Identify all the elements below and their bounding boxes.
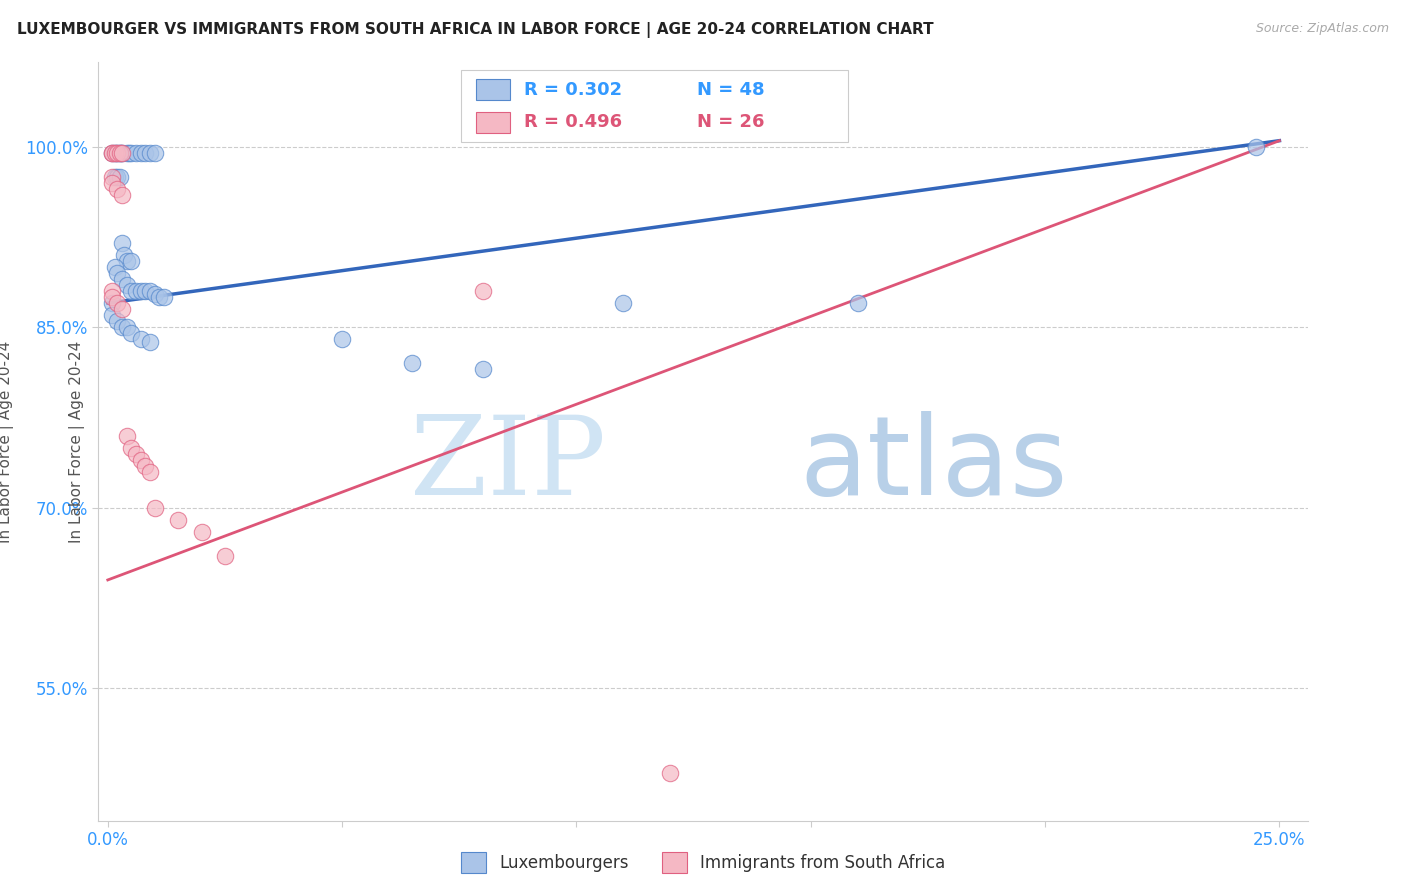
Point	[105, 182, 128, 196]
Point	[120, 326, 142, 341]
Text: ZIP: ZIP	[411, 411, 606, 517]
Point	[167, 513, 190, 527]
Point	[101, 308, 124, 322]
Point	[105, 266, 128, 280]
Point	[111, 302, 134, 317]
Point	[115, 428, 138, 442]
Point	[104, 260, 127, 274]
Point	[104, 169, 127, 184]
Point	[100, 284, 122, 298]
Point	[111, 320, 134, 334]
Point	[115, 254, 138, 268]
Point	[120, 145, 142, 160]
Point	[111, 145, 134, 160]
Point	[111, 187, 134, 202]
Point	[120, 254, 142, 268]
Point	[107, 145, 129, 160]
Text: Source: ZipAtlas.com: Source: ZipAtlas.com	[1256, 22, 1389, 36]
Point	[471, 284, 494, 298]
Point	[120, 284, 142, 298]
Point	[143, 500, 166, 515]
Point	[100, 145, 122, 160]
Point	[401, 356, 423, 370]
Point	[190, 524, 212, 539]
Point	[129, 452, 152, 467]
Point	[101, 176, 124, 190]
Point	[115, 320, 138, 334]
FancyBboxPatch shape	[461, 70, 848, 142]
Point	[111, 145, 134, 160]
Point	[129, 332, 152, 346]
Point	[125, 446, 148, 460]
Point	[148, 290, 170, 304]
Y-axis label: In Labor Force | Age 20-24: In Labor Force | Age 20-24	[0, 341, 14, 542]
Point	[100, 145, 122, 160]
Point	[105, 314, 128, 328]
Point	[134, 284, 156, 298]
Point	[129, 284, 152, 298]
Point	[139, 145, 162, 160]
Point	[108, 145, 131, 160]
Point	[120, 441, 142, 455]
Point	[659, 765, 682, 780]
Point	[105, 296, 128, 310]
Point	[139, 465, 162, 479]
Point	[108, 169, 131, 184]
Point	[143, 145, 166, 160]
Text: atlas: atlas	[800, 411, 1069, 517]
Point	[134, 145, 156, 160]
Point	[134, 458, 156, 473]
Point	[104, 145, 127, 160]
Point	[129, 145, 152, 160]
Point	[153, 290, 176, 304]
Point	[612, 296, 634, 310]
Point	[125, 284, 148, 298]
Text: R = 0.302: R = 0.302	[524, 81, 623, 99]
Point	[471, 362, 494, 376]
Point	[112, 248, 135, 262]
Bar	[475, 79, 509, 100]
Point	[214, 549, 236, 563]
Point	[846, 296, 869, 310]
Point	[105, 145, 128, 160]
Point	[115, 145, 138, 160]
Point	[105, 145, 128, 160]
Point	[108, 145, 131, 160]
Point	[105, 169, 128, 184]
Text: R = 0.496: R = 0.496	[524, 113, 623, 131]
Point	[101, 290, 124, 304]
Point	[100, 169, 122, 184]
Point	[1244, 139, 1267, 153]
Point	[111, 272, 134, 286]
Bar	[475, 112, 509, 133]
Text: N = 26: N = 26	[697, 113, 765, 131]
Point	[111, 235, 134, 250]
Point	[115, 278, 138, 293]
Y-axis label: In Labor Force | Age 20-24: In Labor Force | Age 20-24	[69, 341, 84, 542]
Point	[125, 145, 148, 160]
Point	[101, 145, 124, 160]
Text: LUXEMBOURGER VS IMMIGRANTS FROM SOUTH AFRICA IN LABOR FORCE | AGE 20-24 CORRELAT: LUXEMBOURGER VS IMMIGRANTS FROM SOUTH AF…	[17, 22, 934, 38]
Text: N = 48: N = 48	[697, 81, 765, 99]
Point	[100, 296, 122, 310]
Point	[110, 145, 132, 160]
Legend: Luxembourgers, Immigrants from South Africa: Luxembourgers, Immigrants from South Afr…	[454, 846, 952, 880]
Point	[143, 286, 166, 301]
Point	[330, 332, 353, 346]
Point	[118, 145, 141, 160]
Point	[104, 145, 127, 160]
Point	[139, 334, 162, 349]
Point	[139, 284, 162, 298]
